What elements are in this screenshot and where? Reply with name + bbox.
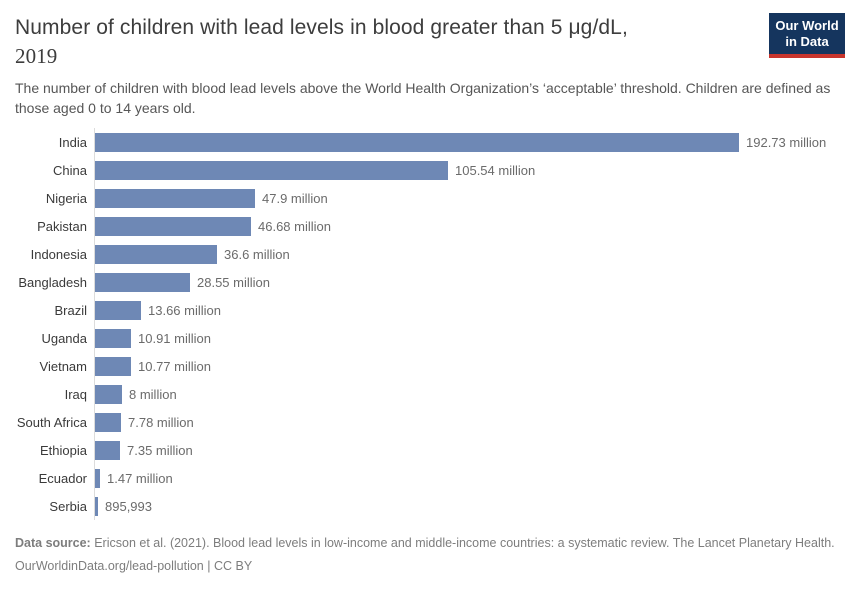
bar[interactable]: [95, 132, 739, 152]
value-label: 28.55 million: [197, 274, 270, 290]
bar-area: 36.6 million: [94, 240, 835, 268]
value-label: 105.54 million: [455, 162, 536, 178]
bar-row: Ethiopia 7.35 million: [15, 436, 835, 464]
country-label[interactable]: Ecuador: [38, 470, 87, 486]
bar-area: 1.47 million: [94, 464, 835, 492]
bar-row: Iraq 8 million: [15, 380, 835, 408]
country-label[interactable]: Iraq: [64, 386, 87, 402]
data-source-text: Ericson et al. (2021). Blood lead levels…: [94, 536, 835, 550]
chart-title-year: 2019: [15, 44, 58, 68]
bar-row: Brazil 13.66 million: [15, 296, 835, 324]
bar[interactable]: [95, 328, 131, 348]
bar[interactable]: [95, 440, 120, 460]
bar[interactable]: [95, 468, 100, 488]
bar-area: 28.55 million: [94, 268, 835, 296]
country-label[interactable]: Nigeria: [45, 190, 87, 206]
bar[interactable]: [95, 412, 121, 432]
bar[interactable]: [95, 160, 448, 180]
bar-area: 105.54 million: [94, 156, 835, 184]
country-label[interactable]: Bangladesh: [18, 274, 87, 290]
owid-logo-text-line1: Our World: [775, 18, 839, 33]
bar-row: Ecuador 1.47 million: [15, 464, 835, 492]
value-label: 47.9 million: [262, 190, 328, 206]
bar-area: 13.66 million: [94, 296, 835, 324]
bar-row: South Africa 7.78 million: [15, 408, 835, 436]
value-label: 36.6 million: [224, 246, 290, 262]
country-label[interactable]: India: [58, 134, 87, 150]
footer-separator: |: [207, 559, 211, 573]
bar-row: Uganda 10.91 million: [15, 324, 835, 352]
bar-row: India 192.73 million: [15, 128, 835, 156]
bar[interactable]: [95, 244, 217, 264]
bar[interactable]: [95, 356, 131, 376]
country-label[interactable]: Pakistan: [37, 218, 87, 234]
chart-subtitle: The number of children with blood lead l…: [15, 80, 831, 116]
country-label[interactable]: South Africa: [16, 414, 87, 430]
bar-area: 895,993: [94, 492, 835, 520]
bar-row: Nigeria 47.9 million: [15, 184, 835, 212]
chart-title: Number of children with lead levels in b…: [15, 14, 755, 70]
value-label: 10.77 million: [138, 358, 211, 374]
footer: Data source: Ericson et al. (2021). Bloo…: [15, 534, 835, 575]
bar-area: 46.68 million: [94, 212, 835, 240]
owid-logo[interactable]: Our World in Data: [769, 13, 845, 58]
bar-chart: India 192.73 million China 105.54 million Ni…: [15, 128, 835, 520]
bar-row: Vietnam 10.77 million: [15, 352, 835, 380]
country-label[interactable]: Uganda: [41, 330, 87, 346]
country-label[interactable]: China: [53, 162, 87, 178]
footer-url[interactable]: OurWorldinData.org/lead-pollution: [15, 559, 204, 573]
value-label: 46.68 million: [258, 218, 331, 234]
bar-area: 47.9 million: [94, 184, 835, 212]
bar[interactable]: [95, 496, 98, 516]
country-label[interactable]: Vietnam: [39, 358, 87, 374]
value-label: 8 million: [129, 386, 177, 402]
value-label: 10.91 million: [138, 330, 211, 346]
footer-license[interactable]: CC BY: [213, 559, 253, 573]
bar[interactable]: [95, 300, 141, 320]
country-label[interactable]: Brazil: [54, 302, 87, 318]
bar[interactable]: [95, 384, 122, 404]
bar[interactable]: [95, 216, 251, 236]
country-label[interactable]: Indonesia: [30, 246, 87, 262]
value-label: 7.78 million: [128, 414, 194, 430]
value-label: 192.73 million: [746, 134, 827, 150]
bar-area: 10.91 million: [94, 324, 835, 352]
value-label: 7.35 million: [127, 442, 193, 458]
bar-row: Serbia 895,993: [15, 492, 835, 520]
bar-row: China 105.54 million: [15, 156, 835, 184]
value-label: 895,993: [105, 498, 152, 514]
value-label: 13.66 million: [148, 302, 221, 318]
bar-row: Pakistan 46.68 million: [15, 212, 835, 240]
bar-area: 192.73 million: [94, 128, 835, 156]
bar-area: 10.77 million: [94, 352, 835, 380]
bar-area: 7.78 million: [94, 408, 835, 436]
value-label: 1.47 million: [107, 470, 173, 486]
footer-link-line: OurWorldinData.org/lead-pollution | CC B…: [15, 557, 835, 575]
bar[interactable]: [95, 272, 190, 292]
bar[interactable]: [95, 188, 255, 208]
bar-area: 8 million: [94, 380, 835, 408]
chart-title-line1: Number of children with lead levels in b…: [15, 16, 628, 39]
data-source-label: Data source:: [15, 536, 91, 550]
country-label[interactable]: Ethiopia: [40, 442, 87, 458]
bar-row: Bangladesh 28.55 million: [15, 268, 835, 296]
bar-row: Indonesia 36.6 million: [15, 240, 835, 268]
country-label[interactable]: Serbia: [49, 498, 87, 514]
bar-area: 7.35 million: [94, 436, 835, 464]
bar-rows: India 192.73 million China 105.54 million Ni…: [15, 128, 835, 520]
owid-logo-text-line2: in Data: [785, 34, 829, 49]
